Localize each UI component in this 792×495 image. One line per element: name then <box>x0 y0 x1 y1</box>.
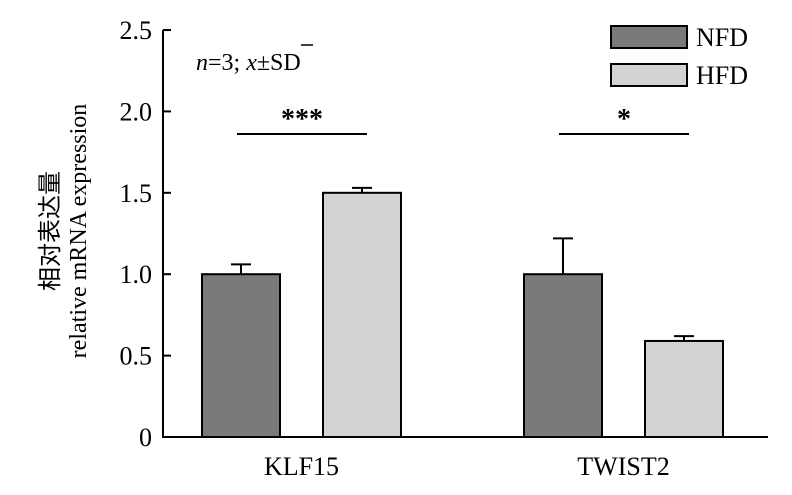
legend: NFD HFD <box>610 23 748 90</box>
annotation-n: n <box>196 50 208 76</box>
category-label: KLF15 <box>264 452 339 481</box>
significance-marker: *** <box>281 104 323 135</box>
sample-annotation: n=3; x±SD <box>196 50 301 76</box>
y-axis-title: 相对表达量 relative mRNA expression <box>37 104 92 359</box>
error-bars <box>231 186 694 341</box>
category-labels: KLF15 TWIST2 <box>264 452 670 481</box>
y-tick-label: 0.5 <box>120 342 153 371</box>
bar-hfd-twist2 <box>644 339 724 438</box>
category-label: TWIST2 <box>577 452 669 481</box>
y-tick-label: 1.0 <box>120 260 153 289</box>
legend-swatch-hfd <box>610 63 688 87</box>
significance-marker: * <box>617 104 631 135</box>
y-tick-label: 1.5 <box>120 179 153 208</box>
bar-nfd-twist2 <box>523 273 603 439</box>
annotation-xbar: x <box>245 50 257 76</box>
bar-hfd-klf15 <box>322 191 402 438</box>
y-ticks: 0 0.5 1.0 1.5 2.0 2.5 <box>120 16 171 452</box>
annotation-n-rest: =3; <box>208 50 246 76</box>
y-tick-label: 2.5 <box>120 16 153 45</box>
significance-markers: *** * <box>237 104 689 135</box>
bar-nfd-klf15 <box>201 273 281 439</box>
bars <box>201 191 724 439</box>
legend-label-nfd: NFD <box>696 23 748 52</box>
y-axis-title-en: relative mRNA expression <box>66 104 92 359</box>
y-tick-label: 0 <box>139 423 152 452</box>
y-tick-label: 2.0 <box>120 97 153 126</box>
legend-swatch-nfd <box>610 25 688 49</box>
legend-label-hfd: HFD <box>696 61 748 90</box>
y-axis-title-cn: 相对表达量 <box>37 171 64 291</box>
annotation-sd: ±SD <box>257 50 301 76</box>
